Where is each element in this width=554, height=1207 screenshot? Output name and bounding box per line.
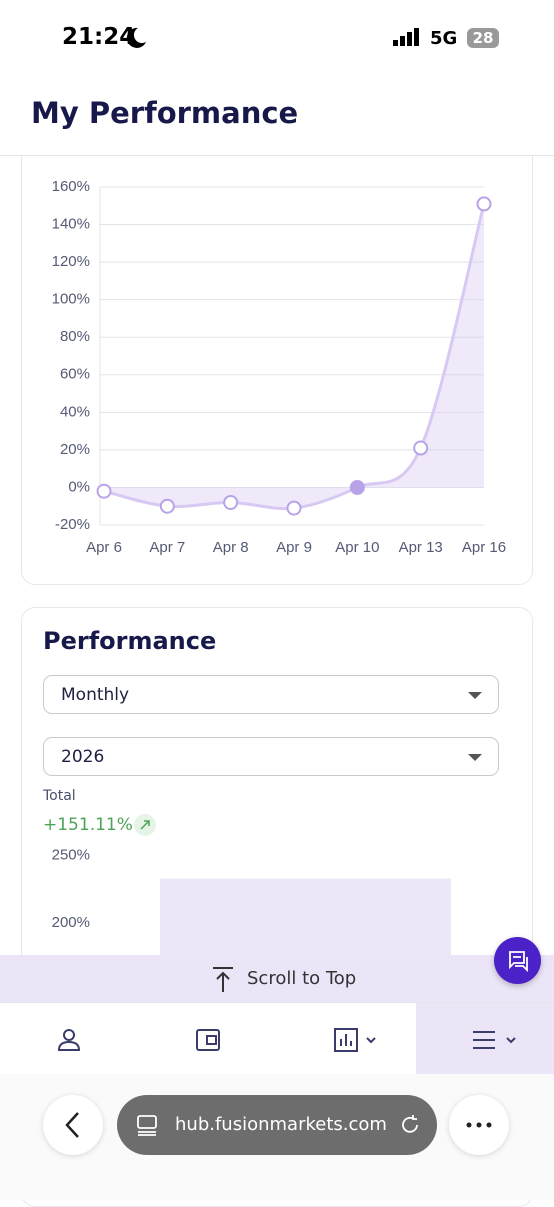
stats-tab[interactable] [333,1027,381,1053]
signal-icon [393,28,419,46]
year-value: 2026 [61,747,105,767]
x-tick-label: Apr 13 [399,539,443,556]
x-tick-label: Apr 8 [213,539,249,556]
period-select[interactable]: Monthly [43,675,499,714]
x-tick-label: Apr 9 [276,539,312,556]
page-title: My Performance [31,96,299,130]
x-tick-label: Apr 16 [462,539,506,556]
point [286,500,302,516]
total-value: +151.11% [43,815,133,835]
year-select[interactable]: 2026 [43,737,499,776]
reload-icon [402,1115,418,1133]
bottom-nav [0,1002,554,1075]
period-value: Monthly [61,685,130,705]
point [476,196,492,212]
y-tick-label: 40% [60,403,90,420]
y-tick-label: 0% [68,478,90,495]
y-tick-label: 20% [60,441,90,458]
scroll-to-top[interactable]: Scroll to Top [0,955,554,1002]
trend-icon [134,814,156,836]
y-tick-label: 60% [60,366,90,383]
x-tick-label: Apr 7 [149,539,185,556]
bar [160,878,451,955]
point [159,498,175,514]
y-tick-label: 100% [52,291,90,308]
battery: 28 [467,28,499,48]
y-tick-label: -20% [55,516,90,533]
total-label: Total [43,788,76,804]
chat-icon [509,951,528,973]
y-tick-label: 80% [60,328,90,345]
arrow-up-icon [213,967,233,992]
moon-icon [126,27,146,48]
browser-bar: hub.fusionmarkets.com [0,1074,554,1200]
url-bar[interactable]: hub.fusionmarkets.com [117,1095,437,1155]
tabs-icon [137,1115,157,1136]
point [413,440,429,456]
network: 5G [430,28,458,49]
x-tick-label: Apr 6 [86,539,122,556]
profile-tab[interactable] [56,1027,82,1053]
header: 21:24 5G 28 My Performance [0,0,554,156]
y-tick-label: 140% [52,216,90,233]
menu-icon [473,1031,516,1049]
chat-button[interactable] [494,937,541,984]
point [96,483,112,499]
point [349,479,365,495]
area [104,203,484,509]
more-icon [466,1122,492,1128]
y-tick-label: 200% [52,914,90,931]
point [223,494,239,510]
wallet-tab[interactable] [195,1027,221,1053]
y-tick-label: 250% [52,847,90,864]
x-tick-label: Apr 10 [335,539,379,556]
menu-tab[interactable] [416,1003,554,1075]
url: hub.fusionmarkets.com [175,1114,387,1135]
scroll-label: Scroll to Top [247,968,357,989]
y-tick-label: 160% [52,178,90,195]
charts: -20% 0% 20% 40% 60% 80% 100% 120% 140% 160% Apr 6 A… [52,178,506,955]
more-button[interactable] [449,1095,509,1155]
back-icon [65,1112,79,1138]
y-tick-label: 120% [52,253,90,270]
section-title: Performance [43,627,217,655]
back-button[interactable] [43,1095,103,1155]
time: 21:24 [62,24,136,50]
